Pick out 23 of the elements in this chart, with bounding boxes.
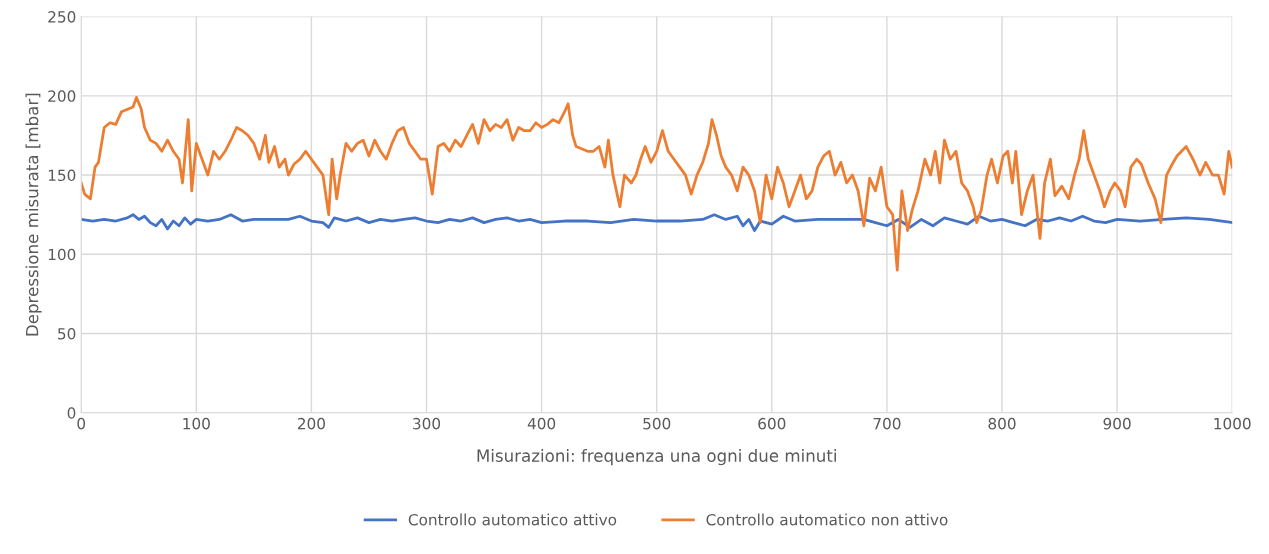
y-tick-label: 100	[48, 248, 76, 261]
x-tick-label: 400	[527, 417, 556, 430]
y-tick-label: 250	[48, 11, 76, 23]
x-axis-title: Misurazioni: frequenza una ogni due minuti	[477, 449, 836, 466]
x-tick-label: 200	[297, 417, 325, 430]
x-tick-label: 0	[77, 417, 86, 430]
legend-label: Controllo automatico non attivo	[706, 513, 948, 526]
x-tick-label: 800	[988, 417, 1016, 430]
x-tick-label: 100	[183, 417, 210, 430]
x-tick-label: 900	[1103, 417, 1131, 430]
y-axis-title: Depressione misurata [mbar]	[25, 93, 42, 336]
y-tick-label: 150	[48, 169, 76, 182]
y-tick-label: 50	[58, 327, 76, 340]
x-tick-label: 700	[873, 417, 901, 430]
y-tick-label: 0	[67, 407, 76, 419]
line-series	[81, 96, 1233, 272]
x-tick-label: 300	[413, 417, 441, 430]
x-tick-label: 1000	[1214, 417, 1251, 430]
legend-label: Controllo automatico attivo	[408, 513, 617, 526]
x-tick-label: 600	[758, 417, 786, 430]
x-tick-label: 500	[643, 417, 671, 430]
line-series	[81, 213, 1233, 232]
y-tick-label: 200	[48, 90, 76, 102]
